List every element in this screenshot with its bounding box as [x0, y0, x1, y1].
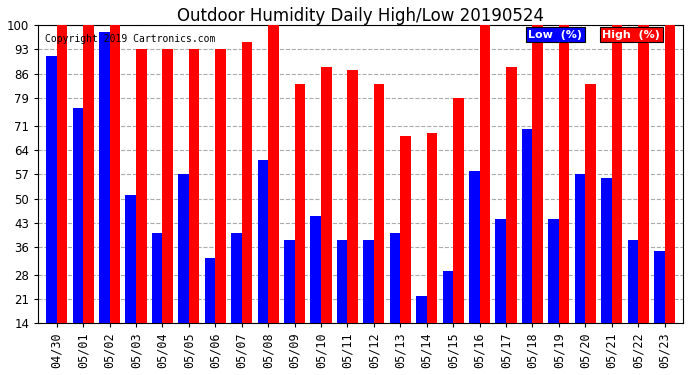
Bar: [295, 84, 305, 323]
Bar: [257, 160, 268, 323]
Bar: [390, 233, 400, 323]
Bar: [533, 25, 543, 323]
Bar: [268, 25, 279, 323]
Bar: [400, 136, 411, 323]
Bar: [83, 25, 94, 323]
Bar: [205, 258, 215, 323]
Bar: [506, 67, 517, 323]
Bar: [416, 296, 426, 323]
Bar: [126, 195, 136, 323]
Bar: [189, 50, 199, 323]
Bar: [310, 216, 321, 323]
Bar: [337, 240, 348, 323]
Bar: [374, 84, 384, 323]
Bar: [231, 233, 241, 323]
Bar: [495, 219, 506, 323]
Bar: [348, 70, 358, 323]
Bar: [241, 42, 253, 323]
Bar: [638, 25, 649, 323]
Bar: [442, 272, 453, 323]
Title: Outdoor Humidity Daily High/Low 20190524: Outdoor Humidity Daily High/Low 20190524: [177, 7, 544, 25]
Bar: [363, 240, 374, 323]
Text: High  (%): High (%): [602, 30, 660, 40]
Bar: [46, 56, 57, 323]
Bar: [559, 25, 569, 323]
Text: Low  (%): Low (%): [529, 30, 582, 40]
Bar: [57, 25, 68, 323]
Bar: [152, 233, 162, 323]
Bar: [469, 171, 480, 323]
Bar: [549, 219, 559, 323]
Bar: [110, 25, 120, 323]
Bar: [136, 50, 146, 323]
Bar: [453, 98, 464, 323]
Bar: [575, 174, 585, 323]
Bar: [426, 133, 437, 323]
Bar: [162, 50, 173, 323]
Bar: [72, 108, 83, 323]
Bar: [284, 240, 295, 323]
Text: Copyright 2019 Cartronics.com: Copyright 2019 Cartronics.com: [45, 34, 215, 44]
Bar: [612, 25, 622, 323]
Bar: [628, 240, 638, 323]
Bar: [585, 84, 596, 323]
Bar: [601, 178, 612, 323]
Bar: [99, 32, 110, 323]
Bar: [654, 251, 664, 323]
Bar: [215, 50, 226, 323]
Bar: [664, 25, 675, 323]
Bar: [522, 129, 533, 323]
Bar: [321, 67, 332, 323]
Bar: [480, 25, 490, 323]
Bar: [178, 174, 189, 323]
